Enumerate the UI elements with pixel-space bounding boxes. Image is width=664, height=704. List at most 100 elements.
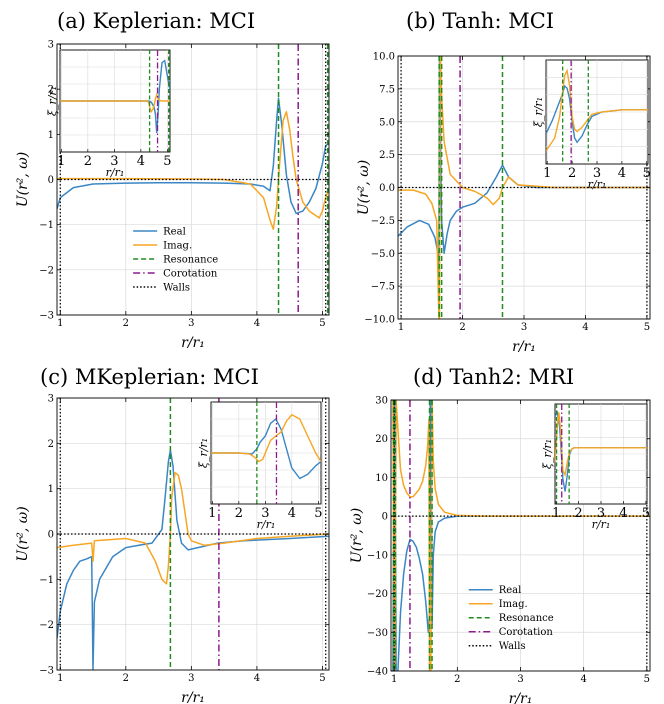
x-tick-label: 3 <box>188 673 194 684</box>
y-tick-label: −5.0 <box>371 249 395 260</box>
x-tick-label: 2 <box>459 322 465 333</box>
inset-curves <box>211 402 321 504</box>
series-imag-line <box>398 56 650 319</box>
x-tick-label: 4 <box>580 674 586 685</box>
legend-label: Real <box>499 585 522 596</box>
inset: 1 2 3 4 5r/r₁ξ_r/r₁ <box>532 59 651 191</box>
inset-imag-line <box>546 68 648 152</box>
inset-y-axis-label: ξ_r/r₁ <box>197 438 210 468</box>
inset: 1 2 3 4 5r/r₁ξ_r/r₁ <box>197 401 322 531</box>
inset-x-tick-label: 1 <box>552 506 560 521</box>
y-axis-label: U(r², ω) <box>15 152 31 207</box>
series-real-line <box>57 449 329 670</box>
x-axis-label: r/r₁ <box>509 691 533 704</box>
y-tick-label: 0 <box>48 530 54 541</box>
x-tick-label: 1 <box>398 322 404 333</box>
x-tick-label: 2 <box>123 318 129 329</box>
inset-real-line <box>60 59 170 133</box>
x-tick-label: 1 <box>391 674 397 685</box>
y-tick-label: 10 <box>375 473 388 484</box>
x-axis-label: r/r₁ <box>512 339 536 355</box>
y-axis-label: U(r², ω) <box>15 506 31 561</box>
y-tick-label: −10.0 <box>364 315 395 326</box>
inset-x-tick-label: 4 <box>137 154 145 169</box>
y-tick-label: 20 <box>375 434 388 445</box>
legend-label: Imag. <box>499 599 528 610</box>
inset-x-tick-label: 5 <box>163 154 171 169</box>
curves <box>391 400 650 671</box>
series-real-line <box>391 400 650 671</box>
x-tick-label: 2 <box>123 673 129 684</box>
inset-x-tick-label: 3 <box>261 506 269 521</box>
inset-grid <box>546 60 648 164</box>
inset-x-tick-label: 5 <box>643 166 651 181</box>
inset-x-tick-label: 4 <box>619 506 627 521</box>
y-tick-label: −3 <box>39 311 54 322</box>
panel-title: (a) Keplerian: MCI <box>57 9 255 33</box>
y-tick-label: −30 <box>367 628 388 639</box>
x-tick-label: 1 <box>57 318 63 329</box>
legend-label: Corotation <box>163 268 218 279</box>
y-tick-label: −10 <box>367 550 388 561</box>
inset-x-axis-label: r/r₁ <box>588 178 607 191</box>
x-axis-label: r/r₁ <box>181 690 205 704</box>
x-tick-label: 4 <box>254 318 260 329</box>
legend-label: Real <box>163 226 186 237</box>
inset-curves <box>555 404 647 504</box>
y-tick-label: −2 <box>39 620 54 631</box>
legend-label: Resonance <box>499 613 554 624</box>
series-real-line <box>57 97 329 215</box>
inset-y-axis-label: ξ_r/r₁ <box>541 439 554 469</box>
y-tick-label: −20 <box>367 589 388 600</box>
legend: Real Imag. Resonance Corotation Walls <box>468 585 554 652</box>
curves <box>398 56 650 319</box>
series-imag-line <box>391 400 650 671</box>
y-tick-label: −7.5 <box>371 282 395 293</box>
y-tick-label: 3 <box>48 394 54 405</box>
y-tick-label: 5.0 <box>379 117 395 128</box>
legend-label: Corotation <box>499 627 554 638</box>
inset-x-tick-label: 1 <box>208 506 216 521</box>
inset-curves <box>546 60 648 164</box>
legend: Real Imag. Resonance Corotation Walls <box>133 226 218 293</box>
y-tick-label: 2 <box>48 85 54 96</box>
inset-imag-line <box>211 413 321 463</box>
y-tick-label: 1 <box>48 484 54 495</box>
y-tick-label: 30 <box>375 396 388 407</box>
x-tick-label: 3 <box>521 322 527 333</box>
inset-x-tick-label: 5 <box>314 506 322 521</box>
inset-x-tick-label: 2 <box>84 154 92 169</box>
inset-grid <box>555 404 647 504</box>
inset-x-tick-label: 4 <box>618 166 626 181</box>
inset-x-tick-label: 2 <box>568 166 576 181</box>
y-tick-label: 0.0 <box>379 183 395 194</box>
y-tick-label: −40 <box>367 667 388 678</box>
x-tick-label: 2 <box>454 674 460 685</box>
inset-x-tick-label: 1 <box>57 154 65 169</box>
x-tick-label: 5 <box>644 674 650 685</box>
inset: 1 2 3 4 5r/r₁ξ_r/r₁ <box>541 403 650 531</box>
y-tick-label: −1 <box>39 220 54 231</box>
x-tick-label: 4 <box>254 673 260 684</box>
panel-2: (b) Tanh: MCI 1 2 3 4 5 −10.0 −7.5 −5.0 −2.5 0.0 2.… <box>356 9 651 355</box>
inset-x-axis-label: r/r₁ <box>106 166 125 179</box>
series-imag-line <box>57 472 329 585</box>
y-tick-label: −3 <box>39 666 54 677</box>
x-tick-label: 1 <box>57 673 63 684</box>
inset-x-tick-label: 5 <box>642 506 650 521</box>
inset-x-axis-label: r/r₁ <box>592 518 611 531</box>
x-tick-label: 3 <box>188 318 194 329</box>
y-tick-label: −2.5 <box>371 216 395 227</box>
inset-imag-line <box>555 412 647 477</box>
inset-curves <box>60 50 170 152</box>
inset-y-axis-label: ξ_r/r₁ <box>532 97 545 127</box>
inset-y-axis-label: ξ_r/r₁ <box>46 86 59 116</box>
x-tick-label: 5 <box>319 318 325 329</box>
y-tick-label: 1 <box>48 130 54 141</box>
inset-x-axis-label: r/r₁ <box>257 518 276 531</box>
x-tick-label: 5 <box>644 322 650 333</box>
y-tick-label: −1 <box>39 575 54 586</box>
